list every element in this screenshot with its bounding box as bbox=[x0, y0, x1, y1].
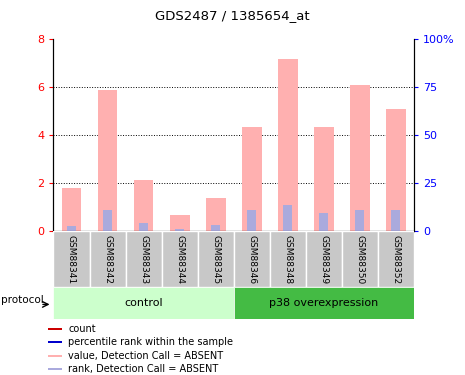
Text: GSM88346: GSM88346 bbox=[247, 235, 256, 284]
Bar bbox=[133, 180, 153, 231]
Bar bbox=[319, 213, 328, 231]
Text: GSM88345: GSM88345 bbox=[211, 235, 220, 284]
Bar bbox=[211, 225, 220, 231]
Text: value, Detection Call = ABSENT: value, Detection Call = ABSENT bbox=[68, 351, 223, 361]
Bar bbox=[378, 231, 414, 287]
Bar bbox=[126, 231, 162, 287]
Text: percentile rank within the sample: percentile rank within the sample bbox=[68, 338, 233, 347]
Bar bbox=[48, 355, 62, 357]
Text: GSM88349: GSM88349 bbox=[319, 235, 328, 284]
Text: GSM88352: GSM88352 bbox=[392, 235, 400, 284]
Bar bbox=[234, 287, 414, 319]
Bar bbox=[234, 231, 270, 287]
Bar bbox=[103, 210, 112, 231]
Text: GSM88341: GSM88341 bbox=[67, 235, 76, 284]
Bar bbox=[175, 230, 184, 231]
Text: GSM88343: GSM88343 bbox=[139, 235, 148, 284]
Bar bbox=[206, 198, 226, 231]
Text: GSM88342: GSM88342 bbox=[103, 235, 112, 284]
Text: rank, Detection Call = ABSENT: rank, Detection Call = ABSENT bbox=[68, 364, 219, 374]
Bar bbox=[162, 231, 198, 287]
Bar bbox=[170, 215, 190, 231]
Bar bbox=[48, 328, 62, 330]
Text: GSM88350: GSM88350 bbox=[355, 235, 364, 284]
Text: control: control bbox=[124, 298, 163, 308]
Bar bbox=[139, 223, 148, 231]
Bar bbox=[89, 231, 126, 287]
Bar bbox=[278, 58, 298, 231]
Bar bbox=[247, 210, 256, 231]
Text: GSM88348: GSM88348 bbox=[283, 235, 292, 284]
Bar bbox=[283, 205, 292, 231]
Bar bbox=[48, 341, 62, 344]
Text: GSM88344: GSM88344 bbox=[175, 235, 184, 284]
Bar bbox=[350, 85, 370, 231]
Bar bbox=[386, 109, 406, 231]
Bar bbox=[198, 231, 233, 287]
Bar bbox=[314, 127, 334, 231]
Bar bbox=[53, 231, 89, 287]
Text: count: count bbox=[68, 324, 96, 334]
Text: p38 overexpression: p38 overexpression bbox=[269, 298, 379, 308]
Bar bbox=[67, 226, 76, 231]
Bar bbox=[306, 231, 342, 287]
Bar bbox=[242, 127, 262, 231]
Bar bbox=[53, 287, 234, 319]
Bar bbox=[342, 231, 378, 287]
Bar bbox=[392, 210, 400, 231]
Text: protocol: protocol bbox=[1, 295, 44, 304]
Bar bbox=[98, 90, 118, 231]
Text: GDS2487 / 1385654_at: GDS2487 / 1385654_at bbox=[155, 9, 310, 22]
Bar bbox=[48, 368, 62, 370]
Bar bbox=[61, 188, 81, 231]
Bar bbox=[270, 231, 306, 287]
Bar bbox=[355, 210, 364, 231]
